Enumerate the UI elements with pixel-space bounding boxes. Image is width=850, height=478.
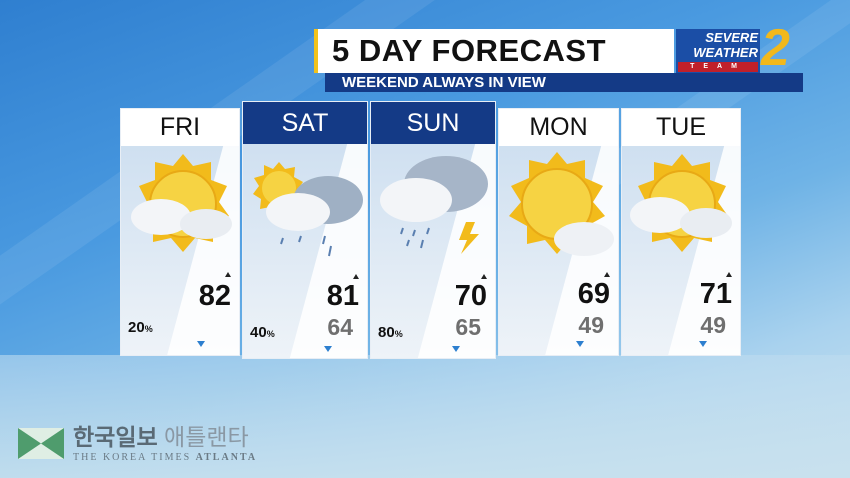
sun-rain-cloud-icon [253,162,363,257]
high-temp: 69 [577,278,610,310]
low-temp: 64 [327,314,353,340]
precip-chance: 80% [378,324,403,341]
sun-cloud-icon [509,152,614,256]
page-title: 5 DAY FORECAST [332,33,607,68]
precip-chance: 20% [128,319,153,336]
high-temp: 81 [326,280,359,312]
day-label: MON [499,109,618,146]
day-label: SAT [243,102,367,144]
day-card-sun: SUN 70 65 80% [370,101,496,359]
logo-line1: SEVERE [705,30,758,45]
logo-team: TEAM [678,62,758,72]
title-bar: 5 DAY FORECAST [314,29,674,73]
day-label: SUN [371,102,495,144]
day-label: TUE [622,109,740,146]
watermark-korean: 한국일보 애틀랜타 [73,424,249,450]
high-temp: 70 [454,280,487,312]
high-temp: 71 [699,278,732,310]
thunderstorm-icon [380,156,488,254]
korea-times-logo [18,428,64,459]
subtitle-bar: WEEKEND ALWAYS IN VIEW [325,73,803,92]
reflection-floor [0,355,850,478]
channel-logo: 2 [761,19,790,77]
subtitle: WEEKEND ALWAYS IN VIEW [342,74,546,91]
sun-clouds-icon [131,154,232,252]
low-temp: 49 [578,312,604,338]
severe-weather-logo: SEVERE WEATHER TEAM [676,29,760,73]
low-temp: 65 [455,314,481,340]
day-card-tue: TUE 71 49 [621,108,741,356]
logo-line2: WEATHER [693,45,758,60]
precip-chance: 40% [250,324,275,341]
day-card-mon: MON 69 49 [498,108,619,356]
high-temp: 82 [198,280,231,312]
day-card-fri: FRI 82 20% [120,108,240,356]
watermark-english: THE KOREA TIMES ATLANTA [73,452,258,463]
sun-clouds-icon [630,154,732,252]
day-label: FRI [121,109,239,146]
low-temp: 49 [700,312,726,338]
day-card-sat: SAT 81 64 40% [242,101,368,359]
